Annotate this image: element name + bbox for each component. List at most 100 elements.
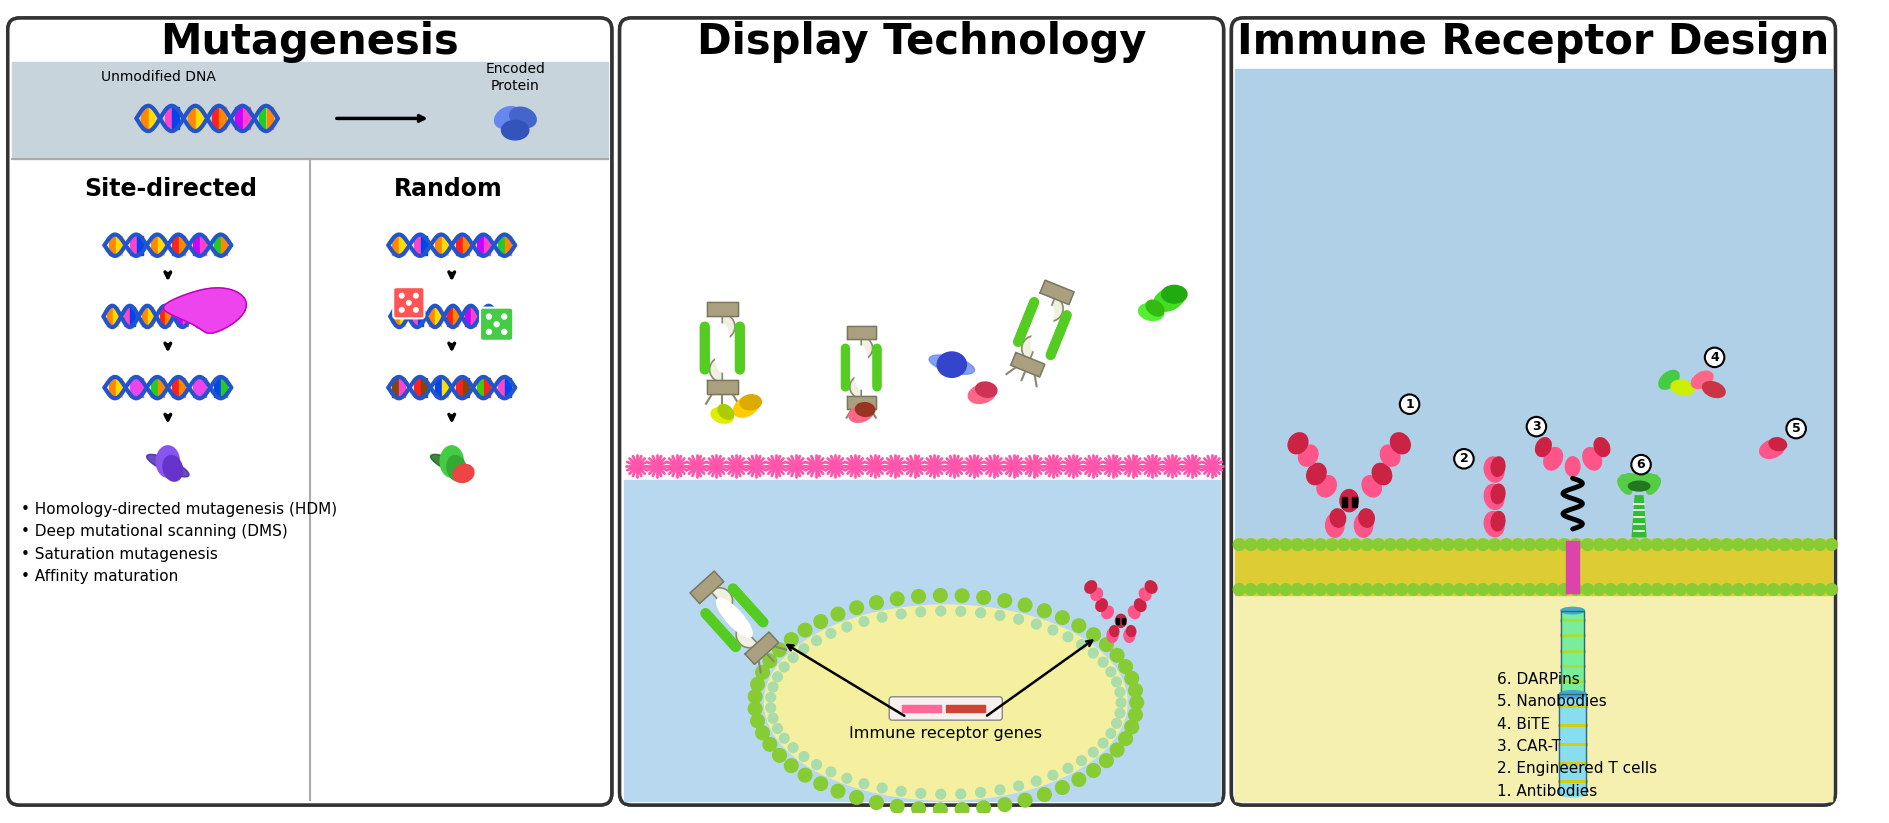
Circle shape	[841, 350, 848, 358]
Circle shape	[1570, 539, 1581, 551]
Ellipse shape	[1358, 509, 1373, 528]
Circle shape	[756, 666, 769, 679]
Circle shape	[1086, 764, 1099, 778]
Bar	[130, 307, 136, 326]
Circle shape	[1615, 539, 1628, 551]
FancyBboxPatch shape	[8, 18, 612, 805]
Ellipse shape	[1628, 473, 1647, 483]
Bar	[115, 379, 121, 397]
Circle shape	[841, 774, 852, 783]
Ellipse shape	[1564, 457, 1579, 477]
Bar	[421, 236, 427, 254]
Circle shape	[1062, 632, 1073, 642]
Bar	[484, 236, 489, 254]
Circle shape	[876, 612, 886, 622]
Bar	[183, 307, 187, 326]
Bar	[221, 236, 227, 254]
Bar	[499, 236, 504, 254]
Bar	[213, 236, 219, 254]
Bar	[421, 379, 427, 397]
Circle shape	[841, 348, 848, 356]
Circle shape	[729, 586, 739, 595]
Circle shape	[841, 354, 848, 361]
Polygon shape	[846, 397, 875, 409]
Circle shape	[1744, 584, 1755, 595]
Ellipse shape	[1133, 599, 1145, 611]
Circle shape	[1279, 539, 1290, 551]
Bar	[455, 379, 461, 397]
Text: Unmodified DNA: Unmodified DNA	[102, 71, 215, 85]
Circle shape	[873, 346, 880, 354]
Circle shape	[1020, 323, 1028, 331]
Circle shape	[1511, 539, 1523, 551]
Polygon shape	[846, 326, 875, 339]
Ellipse shape	[1128, 606, 1139, 619]
Circle shape	[873, 372, 880, 379]
Text: Display Technology: Display Technology	[697, 21, 1147, 63]
Bar	[172, 379, 178, 397]
Circle shape	[814, 777, 827, 791]
Ellipse shape	[501, 120, 529, 140]
Circle shape	[1581, 584, 1592, 595]
Circle shape	[701, 337, 708, 346]
Circle shape	[1545, 539, 1558, 551]
Circle shape	[1349, 584, 1360, 595]
Circle shape	[399, 308, 404, 312]
Circle shape	[1018, 598, 1031, 611]
Circle shape	[735, 334, 744, 343]
Circle shape	[841, 372, 848, 379]
Circle shape	[748, 607, 757, 616]
Circle shape	[1570, 584, 1581, 595]
Bar	[221, 379, 227, 397]
Bar	[434, 379, 440, 397]
Bar	[179, 236, 185, 254]
Circle shape	[873, 368, 880, 376]
Circle shape	[1371, 584, 1383, 595]
Circle shape	[890, 799, 903, 813]
Circle shape	[1349, 539, 1360, 551]
Circle shape	[994, 785, 1005, 795]
Circle shape	[701, 346, 708, 356]
Circle shape	[1124, 672, 1137, 685]
Bar	[266, 108, 274, 129]
Circle shape	[1037, 788, 1050, 802]
Circle shape	[1604, 539, 1615, 551]
Bar	[11, 62, 608, 160]
Circle shape	[1766, 539, 1778, 551]
Bar	[504, 236, 510, 254]
Circle shape	[1651, 584, 1662, 595]
Circle shape	[750, 677, 763, 691]
Bar	[1560, 611, 1583, 690]
Circle shape	[1500, 539, 1511, 551]
Ellipse shape	[1543, 448, 1562, 470]
Circle shape	[1290, 584, 1302, 595]
Ellipse shape	[1659, 370, 1677, 389]
Circle shape	[735, 365, 744, 374]
Text: 4. BiTE: 4. BiTE	[1496, 717, 1549, 732]
Bar	[448, 307, 451, 326]
Circle shape	[752, 611, 761, 621]
Polygon shape	[706, 302, 737, 316]
Circle shape	[703, 611, 712, 620]
Bar	[412, 307, 416, 326]
Circle shape	[1558, 539, 1570, 551]
Circle shape	[1058, 319, 1067, 328]
Ellipse shape	[453, 464, 474, 482]
Circle shape	[1696, 584, 1710, 595]
Circle shape	[1234, 539, 1245, 551]
Circle shape	[754, 613, 763, 622]
Circle shape	[1022, 314, 1031, 323]
Circle shape	[701, 326, 708, 335]
Circle shape	[841, 344, 848, 352]
Ellipse shape	[1768, 438, 1785, 451]
Circle shape	[1326, 539, 1337, 551]
Text: Encoded
Protein: Encoded Protein	[485, 63, 544, 92]
Circle shape	[1685, 539, 1696, 551]
Circle shape	[1685, 584, 1696, 595]
Circle shape	[712, 621, 722, 630]
Circle shape	[1086, 628, 1099, 641]
Polygon shape	[1632, 496, 1645, 537]
Text: 2. Engineered T cells: 2. Engineered T cells	[1496, 761, 1657, 776]
Ellipse shape	[1634, 474, 1653, 485]
Ellipse shape	[1558, 690, 1585, 698]
